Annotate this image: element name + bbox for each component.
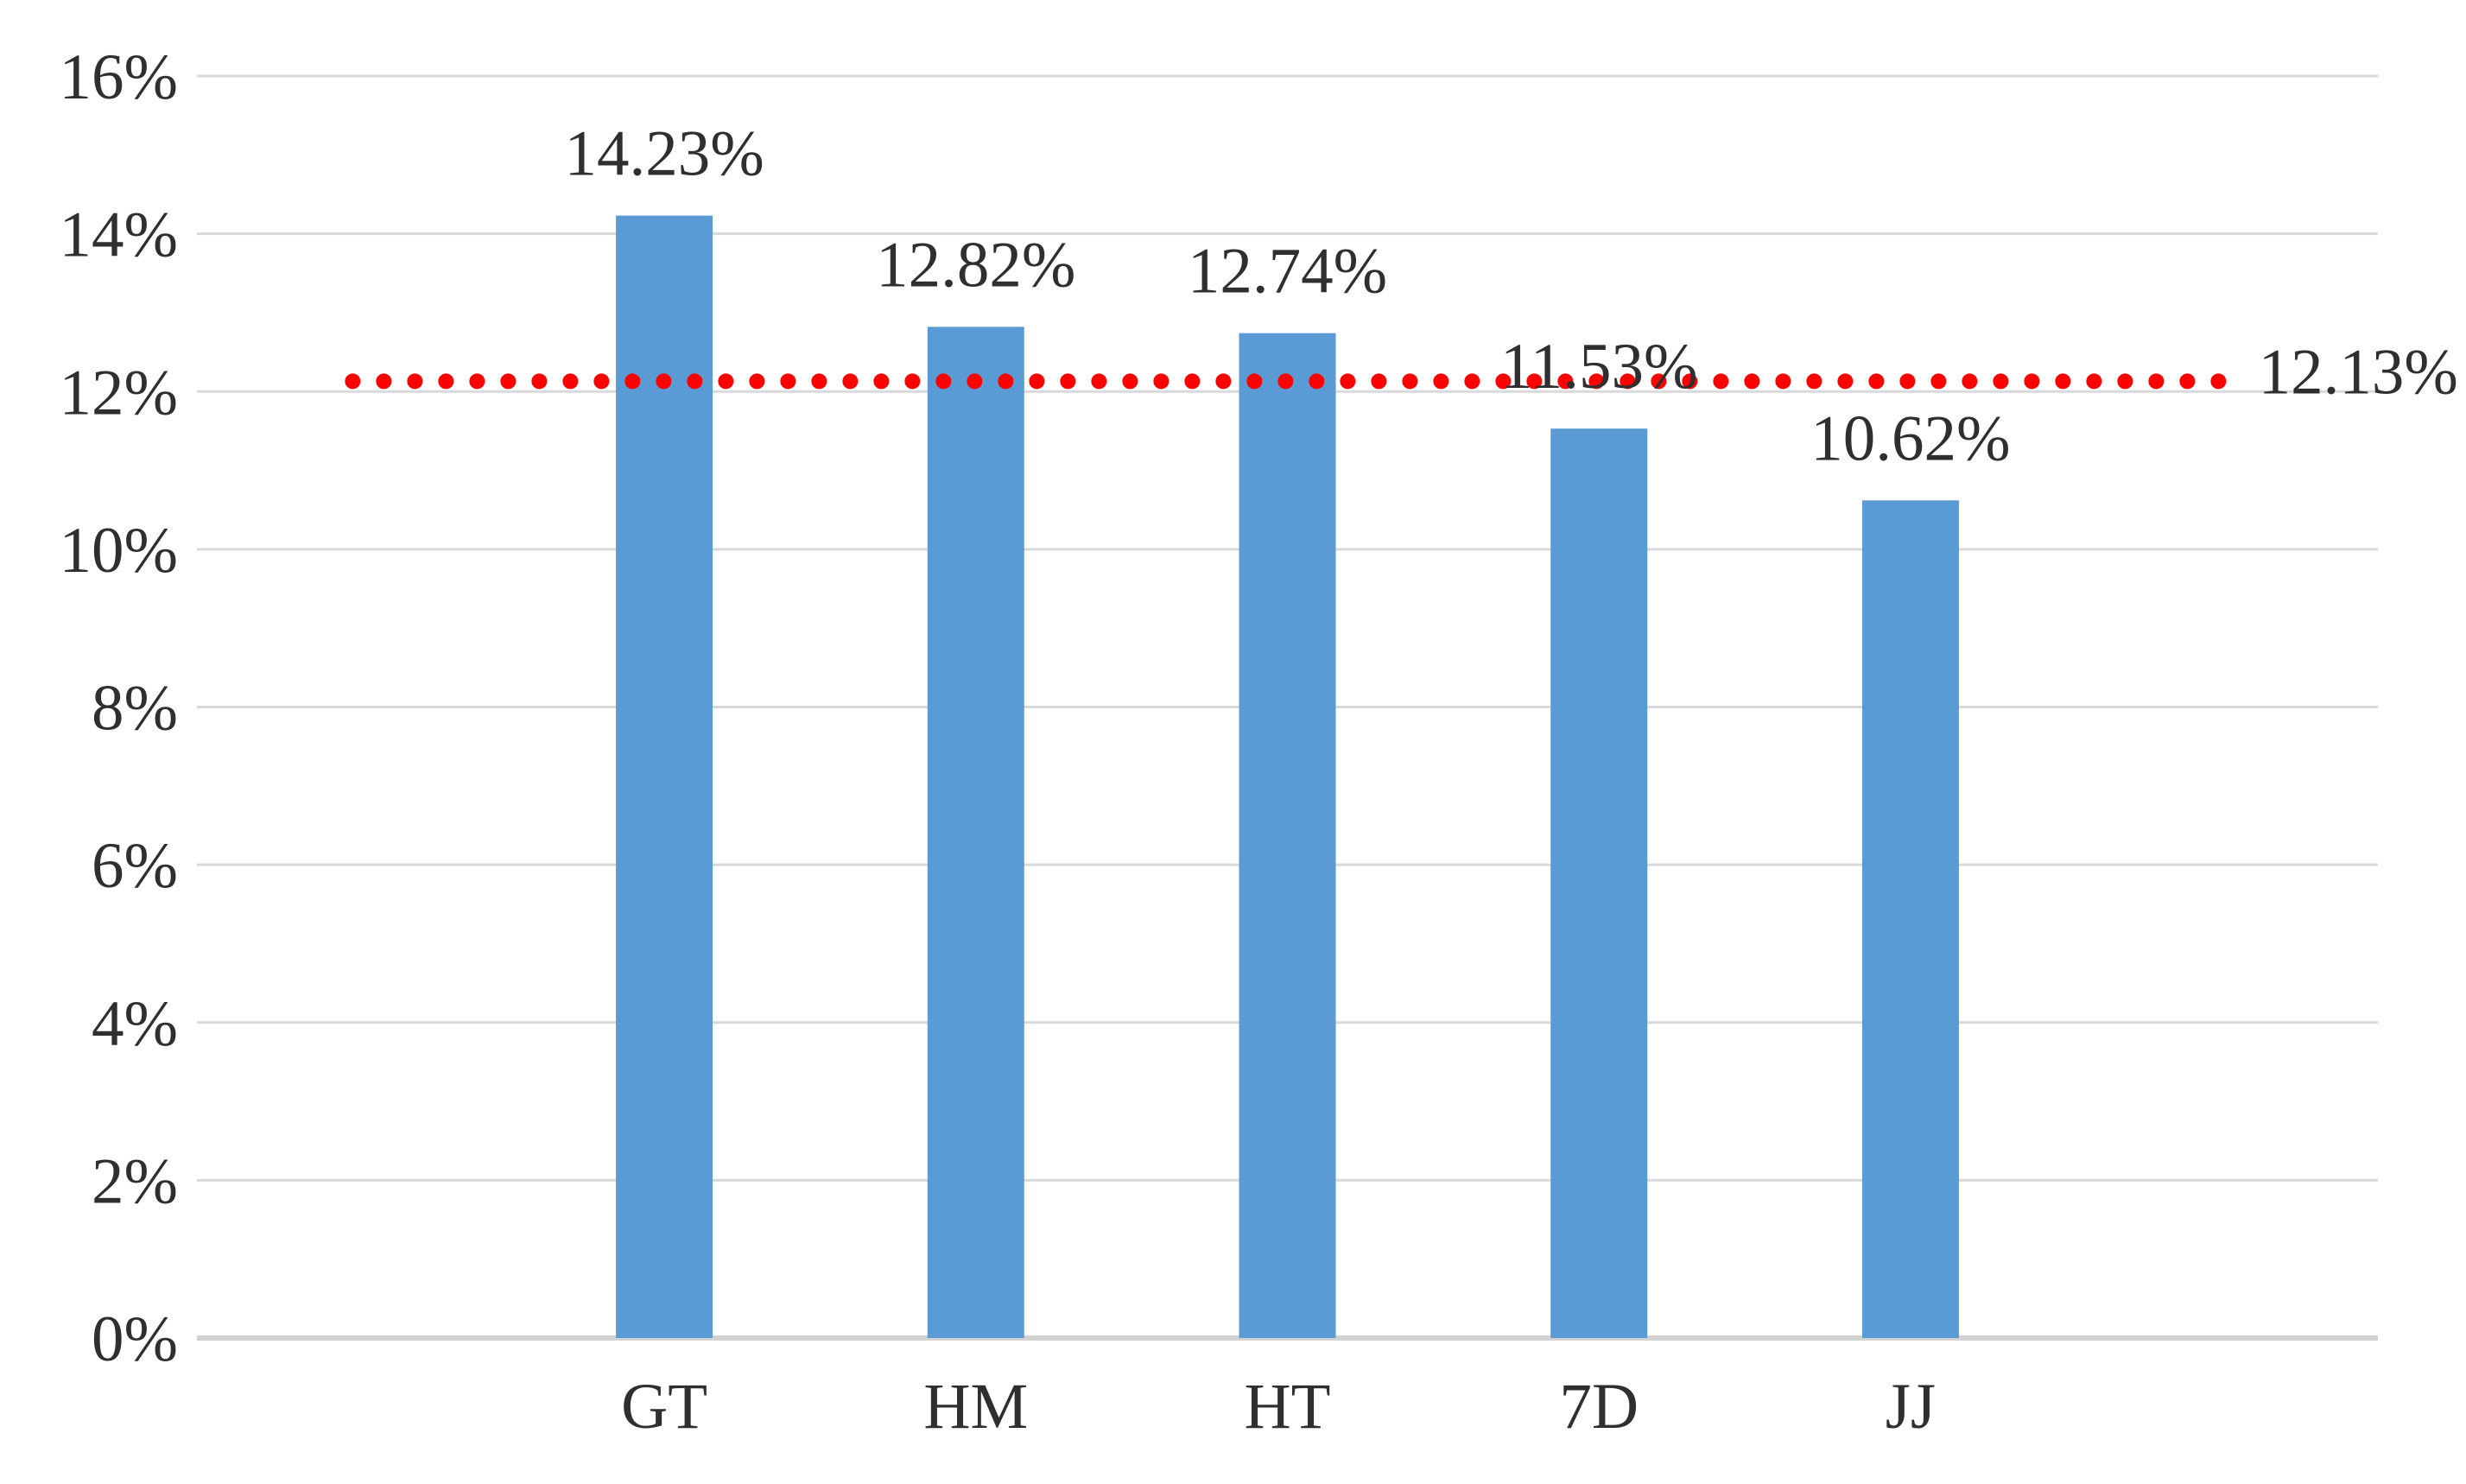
reference-line-dot xyxy=(531,373,548,390)
reference-line-dot xyxy=(1371,373,1387,390)
x-tick-label-GT: GT xyxy=(621,1371,707,1443)
reference-line-dot xyxy=(1588,373,1605,390)
x-tick-label-7D: 7D xyxy=(1559,1371,1639,1443)
reference-line-dot xyxy=(2024,373,2040,390)
reference-line-dot xyxy=(1153,373,1170,390)
reference-line-dot xyxy=(2148,373,2165,390)
reference-line-dot xyxy=(2210,373,2227,390)
bar-7D xyxy=(1550,428,1648,1338)
reference-line-dot xyxy=(811,373,827,390)
reference-line-dot xyxy=(1682,373,1698,390)
reference-line-dot xyxy=(345,373,361,390)
y-tick-label: 2% xyxy=(92,1145,178,1217)
y-tick-label: 10% xyxy=(60,515,178,587)
y-axis-labels-layer: 0% 2% 4% 6% 8% 10% 12% 14% 16% xyxy=(60,41,178,1375)
reference-line-dot xyxy=(873,373,890,390)
bar-value-label-HM: 12.82% xyxy=(876,229,1075,301)
reference-line-dot xyxy=(1837,373,1854,390)
x-axis-labels-layer: GT HM HT 7D JJ xyxy=(621,1371,1936,1443)
reference-line-dot xyxy=(2086,373,2102,390)
reference-line-dot xyxy=(1277,373,1294,390)
reference-line-dot xyxy=(593,373,610,390)
reference-line-dot xyxy=(1557,373,1574,390)
reference-line-dot xyxy=(749,373,765,390)
bar-JJ xyxy=(1861,500,1959,1338)
y-tick-label: 14% xyxy=(60,200,178,271)
reference-line-dot xyxy=(1806,373,1823,390)
reference-line-dot xyxy=(1122,373,1138,390)
reference-line-dot xyxy=(1868,373,1885,390)
reference-line-dot xyxy=(718,373,734,390)
reference-line-dot xyxy=(780,373,796,390)
y-tick-label: 0% xyxy=(92,1303,178,1375)
y-tick-label: 8% xyxy=(92,673,178,745)
reference-line-dot xyxy=(1620,373,1636,390)
reference-line-dot xyxy=(1495,373,1512,390)
reference-line-dot xyxy=(2055,373,2071,390)
reference-line-dot xyxy=(1340,373,1356,390)
x-tick-label-HT: HT xyxy=(1245,1371,1331,1443)
bars-layer xyxy=(616,215,1959,1339)
reference-line-dot xyxy=(1402,373,1418,390)
reference-line-dot xyxy=(1091,373,1107,390)
bar-value-label-7D: 11.53% xyxy=(1500,331,1697,403)
reference-line-dot xyxy=(1526,373,1543,390)
reference-line-dot xyxy=(1215,373,1232,390)
reference-line-dot xyxy=(407,373,423,390)
bar-value-label-HT: 12.74% xyxy=(1188,236,1387,308)
reference-line-dot xyxy=(500,373,517,390)
reference-line-dot xyxy=(1029,373,1045,390)
reference-line-dot xyxy=(438,373,454,390)
reference-line-dot xyxy=(562,373,579,390)
reference-line-dot xyxy=(1309,373,1325,390)
reference-line-dot xyxy=(1060,373,1076,390)
bar-HT xyxy=(1239,333,1336,1339)
reference-line-dot xyxy=(1962,373,1978,390)
reference-line-dot xyxy=(842,373,859,390)
reference-line-dot xyxy=(1464,373,1480,390)
reference-line-dot xyxy=(376,373,392,390)
x-tick-label-JJ: JJ xyxy=(1886,1371,1936,1443)
bar-GT xyxy=(616,215,713,1338)
reference-line-dot xyxy=(687,373,703,390)
y-tick-label: 12% xyxy=(60,357,178,428)
bar-value-label-JJ: 10.62% xyxy=(1810,403,2010,474)
reference-line-dot xyxy=(1775,373,1791,390)
bar-value-label-GT: 14.23% xyxy=(564,118,764,190)
reference-line-layer: 12.13% xyxy=(345,336,2458,408)
reference-line-dot xyxy=(935,373,952,390)
reference-line-dot xyxy=(469,373,485,390)
x-tick-label-HM: HM xyxy=(923,1371,1028,1443)
reference-line-dot xyxy=(904,373,921,390)
data-labels-layer: 14.23% 12.82% 12.74% 11.53% 10.62% xyxy=(564,118,2010,475)
reference-line-dot xyxy=(1246,373,1263,390)
reference-line-dot xyxy=(1744,373,1760,390)
y-tick-label: 6% xyxy=(92,830,178,902)
reference-line-dot xyxy=(1930,373,1947,390)
reference-line-dot xyxy=(1651,373,1667,390)
reference-line-dot xyxy=(2179,373,2196,390)
y-tick-label: 16% xyxy=(60,41,178,113)
reference-line-dot xyxy=(1993,373,2009,390)
reference-line-dot xyxy=(656,373,672,390)
reference-line-dot xyxy=(624,373,641,390)
reference-line-label: 12.13% xyxy=(2259,336,2458,408)
reference-line-dot xyxy=(2117,373,2133,390)
reference-line-dot xyxy=(967,373,983,390)
reference-line-dot xyxy=(1899,373,1916,390)
reference-line-dot xyxy=(1433,373,1449,390)
y-tick-label: 4% xyxy=(92,988,178,1060)
reference-line-dot xyxy=(998,373,1014,390)
bar-HM xyxy=(927,327,1024,1338)
reference-line-dot xyxy=(1713,373,1729,390)
reference-line-dot xyxy=(1184,373,1201,390)
